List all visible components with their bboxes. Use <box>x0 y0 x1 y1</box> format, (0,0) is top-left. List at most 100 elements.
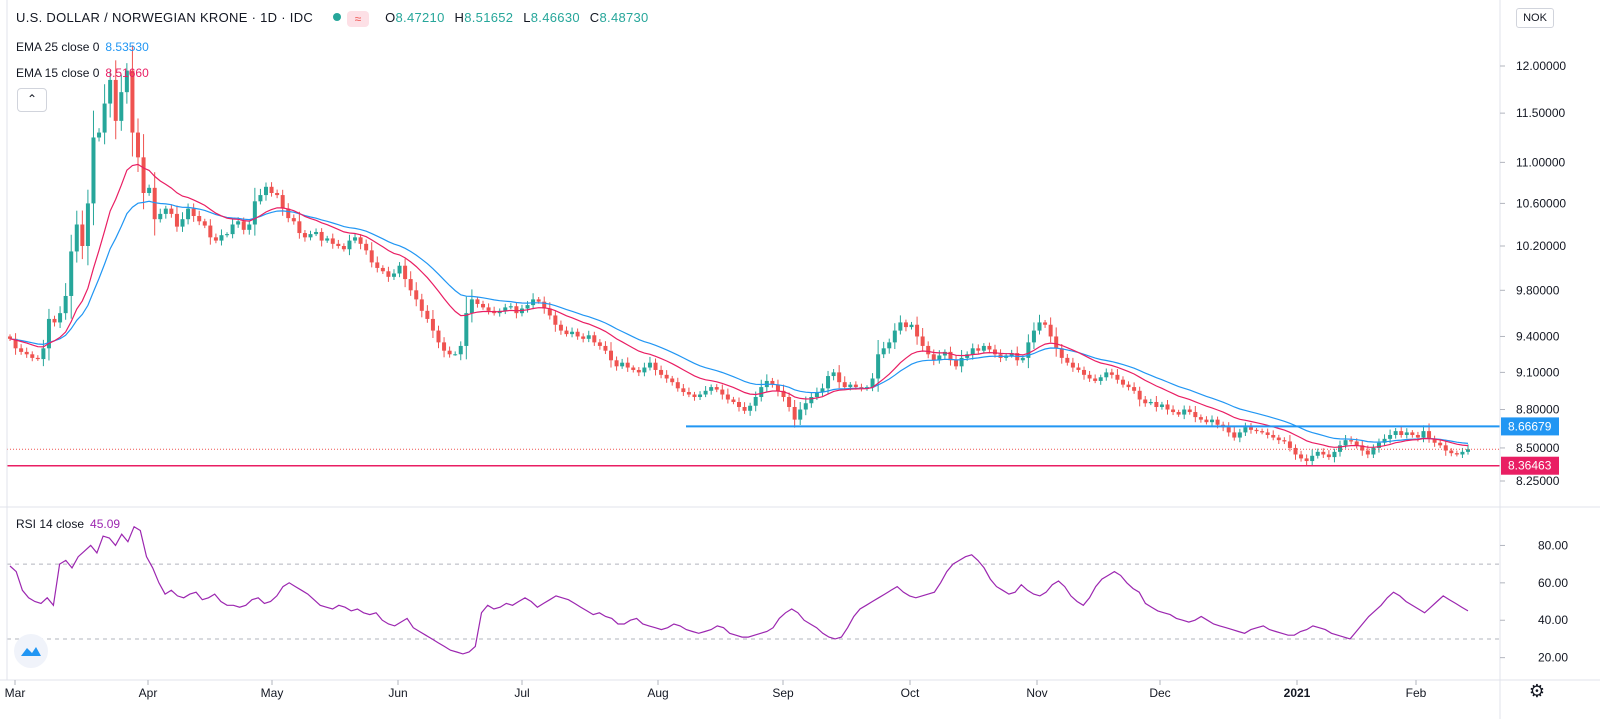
candle-body <box>1059 348 1064 358</box>
rsi-tick-label: 60.00 <box>1538 576 1568 590</box>
candle-body <box>581 336 586 339</box>
price-tick-label: 8.25000 <box>1516 474 1560 488</box>
candle-body <box>358 237 363 244</box>
ema25-line <box>9 200 1469 444</box>
candle-body <box>58 313 63 323</box>
price-pane[interactable] <box>7 45 1500 467</box>
candle-body <box>1321 451 1326 455</box>
candle-body <box>1137 390 1142 400</box>
candle-body <box>1399 431 1404 435</box>
candle-body <box>586 335 591 339</box>
candle-body <box>247 224 252 230</box>
candle-body <box>731 399 736 402</box>
candle-body <box>597 342 602 346</box>
candle-body <box>453 354 458 356</box>
candle-body <box>219 235 224 241</box>
compare-icon[interactable]: ≈ <box>347 10 370 27</box>
candle-body <box>1415 434 1420 438</box>
candle-body <box>1460 451 1465 455</box>
candle-body <box>85 203 90 247</box>
candle-body <box>976 348 981 351</box>
time-tick-label: Aug <box>647 686 668 700</box>
candle-body <box>809 397 814 404</box>
candle-body <box>1332 451 1337 458</box>
collapse-legend-button[interactable]: ⌃ <box>17 88 47 112</box>
candle-body <box>898 322 903 331</box>
candle-body <box>1410 432 1415 435</box>
gear-icon[interactable]: ⚙ <box>1528 681 1546 701</box>
time-tick-label: 2021 <box>1284 686 1311 700</box>
candle-body <box>1054 336 1059 349</box>
candle-body <box>353 237 358 241</box>
candle-body <box>1109 372 1114 375</box>
candle-body <box>937 355 942 361</box>
rsi-legend[interactable]: RSI 14 close 45.09 <box>16 517 126 531</box>
candle-body <box>881 348 886 355</box>
candle-body <box>753 397 758 406</box>
candle-body <box>775 384 780 391</box>
currency-badge[interactable]: NOK <box>1516 8 1554 28</box>
candle-body <box>1421 431 1426 438</box>
candle-body <box>670 378 675 383</box>
candle-body <box>369 250 374 263</box>
candle-body <box>302 233 307 238</box>
candle-body <box>291 218 296 222</box>
candle-body <box>820 388 825 393</box>
candle-body <box>1076 367 1081 370</box>
candle-body <box>1254 429 1259 432</box>
candle-body <box>275 192 280 196</box>
candle-body <box>781 390 786 398</box>
symbol-title[interactable]: U.S. DOLLAR / NORWEGIAN KRONE · 1D · IDC <box>16 10 314 25</box>
candle-body <box>948 351 953 361</box>
ema25-legend[interactable]: EMA 25 close 0 8.53530 <box>16 40 155 54</box>
symbol-header: U.S. DOLLAR / NORWEGIAN KRONE · 1D · IDC… <box>16 10 661 27</box>
candle-body <box>737 401 741 408</box>
candle-body <box>1248 427 1253 430</box>
candle-body <box>1432 438 1437 443</box>
candle-body <box>141 157 146 193</box>
candle-body <box>481 303 486 308</box>
candle-body <box>609 350 614 361</box>
candle-body <box>642 367 647 373</box>
candle-body <box>436 330 441 343</box>
candle-body <box>197 216 202 222</box>
candle-body <box>442 342 447 351</box>
candle-body <box>659 369 664 375</box>
ema15-line <box>9 163 1469 448</box>
candle-body <box>570 331 575 335</box>
candle-body <box>1376 442 1381 448</box>
ohlc-values: O8.47210 H8.51652 L8.46630 C8.48730 <box>385 10 649 25</box>
support-price-label-bg <box>1501 456 1559 475</box>
candle-body <box>1193 412 1198 418</box>
candle-body <box>314 231 319 235</box>
candle-body <box>503 307 508 311</box>
candle-body <box>759 387 764 398</box>
candle-body <box>525 305 530 309</box>
rsi-pane[interactable] <box>7 525 1500 655</box>
candle-body <box>230 224 235 235</box>
candle-body <box>987 345 992 350</box>
candle-body <box>575 331 580 337</box>
ema15-legend[interactable]: EMA 15 close 0 8.51660 <box>16 66 155 80</box>
candle-body <box>1438 442 1443 446</box>
close-value: 8.48730 <box>599 10 649 25</box>
candle-body <box>330 238 335 244</box>
candle-body <box>1349 440 1354 442</box>
candle-body <box>13 338 18 349</box>
candle-body <box>1260 431 1265 433</box>
resistance-price-label: 8.66679 <box>1508 419 1552 433</box>
candle-body <box>837 372 842 383</box>
candle-body <box>725 394 730 400</box>
candle-body <box>169 208 174 214</box>
candle-body <box>341 246 346 250</box>
candle-body <box>1237 432 1242 438</box>
candle-body <box>1265 432 1270 435</box>
price-tick-label: 8.80000 <box>1516 403 1560 417</box>
candle-body <box>553 315 558 325</box>
candle-body <box>909 324 914 328</box>
candle-body <box>770 380 775 385</box>
candle-body <box>542 301 547 309</box>
tradingview-logo-icon[interactable] <box>14 634 48 668</box>
candle-body <box>1171 409 1176 413</box>
